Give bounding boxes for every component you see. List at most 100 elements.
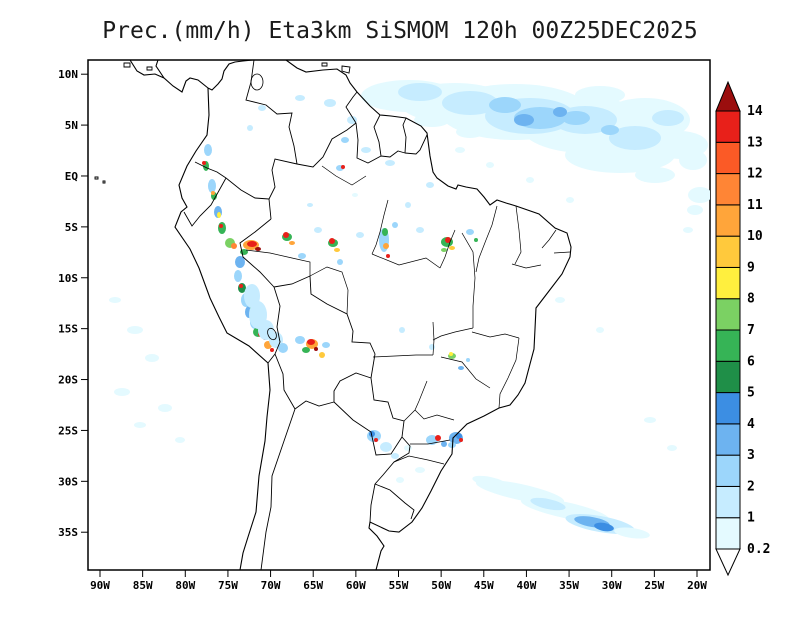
precip-cell [614, 527, 650, 539]
precip-cell [319, 352, 325, 358]
precip-cell [235, 256, 245, 268]
y-tick-label: 25S [58, 424, 78, 437]
precip-cell [114, 388, 130, 396]
colorbar-level-label: 3 [747, 448, 755, 463]
precip-cell [396, 477, 404, 483]
precip-cell [374, 438, 378, 442]
precip-cell [455, 147, 465, 153]
colorbar-segment [715, 485, 741, 519]
x-tick-label: 20W [687, 579, 707, 592]
colorbar-level-label: 5 [747, 386, 755, 401]
y-tick-label: 20S [58, 374, 78, 387]
precip-cell [456, 433, 462, 439]
colorbar-level-label: 14 [747, 104, 763, 119]
precip-cell [652, 110, 684, 126]
colorbar-level-label: 2 [747, 479, 755, 494]
precip-cell [283, 232, 289, 238]
x-axis: 90W 85W 80W 75W 70W 65W 60W 55W 50W 45W 40W 35W 30W 2… [90, 570, 707, 592]
colorbar-segment [715, 266, 741, 300]
precip-cell [217, 212, 221, 218]
map-content [94, 60, 710, 570]
colorbar-level-label: 10 [747, 229, 763, 244]
precip-cell [399, 327, 405, 333]
precip-cell [405, 202, 411, 208]
lake-maracaibo [250, 73, 264, 91]
precip-cell [566, 197, 574, 203]
precip-cell [109, 297, 121, 303]
precip-cell [426, 182, 434, 188]
precip-cell [562, 111, 590, 125]
precip-cell [356, 232, 364, 238]
precip-cell [398, 83, 442, 101]
precip-cell [472, 475, 508, 489]
y-tick-label: 10N [58, 68, 78, 81]
precip-cell [448, 442, 456, 448]
colorbar-level-label: 6 [747, 354, 755, 369]
precip-cell [307, 339, 315, 345]
precip-cell [218, 222, 226, 234]
precip-cell [341, 137, 349, 143]
x-tick-label: 90W [90, 579, 110, 592]
precip-cell [404, 445, 412, 451]
precip-cell [385, 160, 395, 166]
precip-cell [382, 228, 388, 236]
x-tick-label: 35W [559, 579, 579, 592]
precip-cell [270, 348, 274, 352]
y-tick-label: 5S [65, 221, 78, 234]
colorbar-segment [715, 329, 741, 362]
precip-cell [341, 165, 345, 169]
precip-cell [386, 254, 390, 258]
precip-cell [337, 259, 343, 265]
colorbar-segment [715, 298, 741, 331]
x-tick-label: 25W [644, 579, 664, 592]
precip-cell [688, 187, 710, 203]
geography-layer [94, 60, 572, 570]
precip-cell [635, 167, 675, 183]
precip-cell [575, 86, 625, 104]
colorbar-segment [715, 423, 741, 456]
map-panel: 10N 5N EQ 5S 10S 15S 20S 25S 30S 35S 90W 85W 80W 75W… [58, 59, 711, 592]
precip-cell [644, 417, 656, 423]
precip-cell [202, 161, 206, 165]
precip-cell [352, 193, 358, 197]
precip-cell [314, 227, 322, 233]
precip-cell [211, 191, 215, 195]
precip-cell [361, 147, 371, 153]
precip-cell [127, 326, 143, 334]
precip-cell [380, 442, 392, 452]
precip-cell [204, 144, 212, 156]
x-tick-label: 40W [516, 579, 536, 592]
lake-titicaca [267, 327, 277, 341]
y-tick-label: 35S [58, 526, 78, 539]
colorbar-segment [715, 517, 741, 550]
precip-cell [679, 150, 707, 170]
y-tick-label: 30S [58, 475, 78, 488]
colorbar-segment [715, 204, 741, 237]
precip-cell [445, 237, 451, 243]
precip-cell [601, 125, 619, 135]
precip-cell [255, 247, 261, 251]
precip-cell [145, 354, 159, 362]
x-tick-label: 45W [474, 579, 494, 592]
precip-cell [441, 248, 447, 252]
x-tick-label: 75W [218, 579, 238, 592]
precip-cell [683, 227, 693, 233]
precip-cell [158, 404, 172, 412]
precip-cell [553, 107, 567, 117]
precip-cell [329, 238, 335, 244]
colorbar-level-label: 13 [747, 135, 763, 150]
x-tick-label: 70W [261, 579, 281, 592]
precip-cell [416, 227, 424, 233]
precip-cell [415, 467, 425, 473]
precip-cell [234, 270, 242, 282]
y-tick-label: 15S [58, 323, 78, 336]
x-tick-label: 85W [133, 579, 153, 592]
islands-path [94, 62, 351, 184]
x-tick-label: 55W [389, 579, 409, 592]
y-tick-label: 10S [58, 272, 78, 285]
precip-cell [594, 522, 614, 532]
colorbar-level-label: 0.2 [747, 542, 770, 557]
colorbar-level-label: 4 [747, 417, 755, 432]
